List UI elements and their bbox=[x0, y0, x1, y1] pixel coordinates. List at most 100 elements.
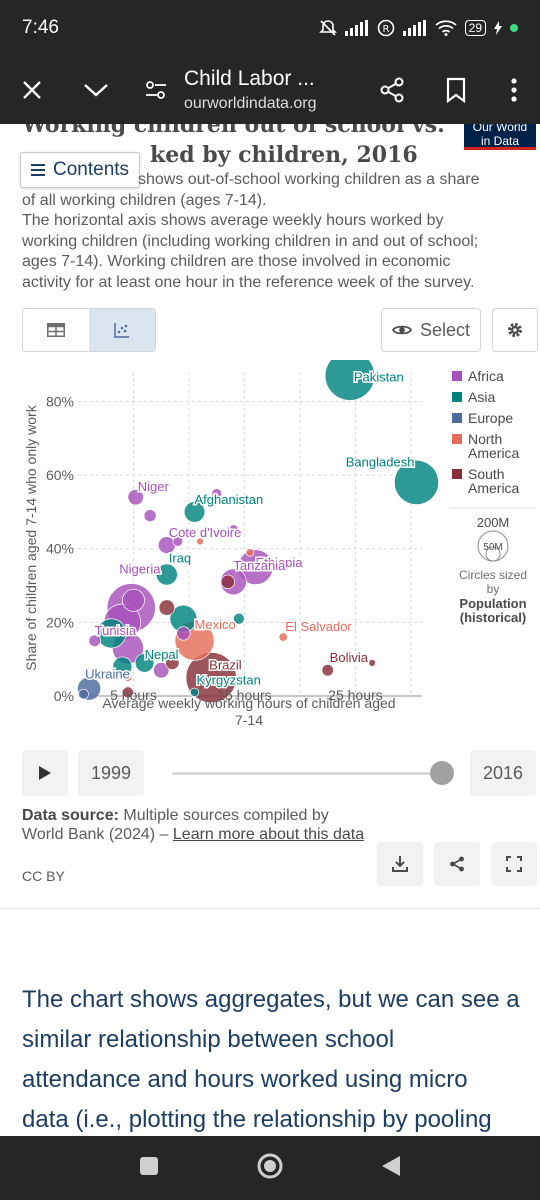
data-point bbox=[393, 459, 439, 505]
point-label: Bolivia bbox=[330, 650, 369, 665]
timeline-handle[interactable] bbox=[430, 761, 454, 785]
legend-label-line2: America bbox=[468, 445, 520, 461]
share-chart-button[interactable] bbox=[434, 842, 480, 886]
data-point bbox=[183, 501, 206, 523]
timeline-track[interactable] bbox=[172, 772, 442, 775]
close-tab-button[interactable] bbox=[0, 56, 64, 124]
eye-icon bbox=[391, 325, 412, 335]
data-point bbox=[134, 653, 155, 673]
size-legend-variable-2: (historical) bbox=[460, 610, 526, 625]
y-tick-label: 40% bbox=[46, 541, 74, 557]
legend-swatch bbox=[452, 469, 462, 479]
timeline-end-year[interactable]: 2016 bbox=[470, 750, 536, 796]
select-entities-button[interactable]: Select bbox=[381, 308, 481, 352]
overflow-menu-button[interactable] bbox=[488, 56, 540, 124]
timeline-start-year[interactable]: 1999 bbox=[78, 750, 144, 796]
point-label: Ukraine bbox=[85, 667, 130, 682]
minimize-button[interactable] bbox=[64, 56, 128, 124]
home-button[interactable] bbox=[256, 1152, 284, 1185]
svg-text:R: R bbox=[382, 24, 389, 35]
chart-settings-button[interactable] bbox=[492, 308, 538, 352]
legend-label: Europe bbox=[468, 410, 513, 426]
legend-label: South bbox=[468, 466, 505, 482]
size-legend-circle-small bbox=[485, 546, 501, 562]
data-point bbox=[127, 489, 144, 506]
data-point bbox=[78, 688, 89, 700]
data-point bbox=[368, 659, 376, 667]
data-point bbox=[189, 687, 200, 697]
point-label: Brazil bbox=[209, 658, 242, 673]
data-point bbox=[324, 360, 375, 401]
table-view-button[interactable] bbox=[23, 309, 89, 351]
data-point bbox=[278, 632, 288, 642]
data-point bbox=[220, 574, 235, 589]
table-icon bbox=[47, 323, 65, 337]
x-tick-label: 15 hours bbox=[217, 687, 271, 703]
share-icon bbox=[450, 856, 464, 872]
browser-toolbar: Child Labor ... ourworldindata.org bbox=[0, 56, 540, 124]
data-point bbox=[211, 488, 223, 499]
logo-line2: in Data bbox=[480, 134, 520, 148]
learn-more-link[interactable]: Learn more about this data bbox=[172, 826, 365, 843]
more-vert-icon bbox=[511, 78, 517, 102]
point-label: Kyrgyzstan bbox=[197, 672, 261, 687]
x-tick-label: 25 hours bbox=[328, 687, 382, 703]
data-point bbox=[237, 549, 274, 585]
subtitle-line3: The horizontal axis shows average weekly… bbox=[22, 212, 444, 229]
chart-view-button[interactable] bbox=[89, 309, 155, 351]
recents-button[interactable] bbox=[139, 1156, 159, 1181]
point-label: Nigeria bbox=[119, 562, 161, 577]
status-bar: 7:46 R 29 bbox=[0, 0, 540, 56]
bookmark-button[interactable] bbox=[424, 56, 488, 124]
play-icon bbox=[39, 766, 51, 780]
point-label: Tunisia bbox=[95, 623, 137, 638]
home-icon bbox=[257, 1153, 283, 1178]
license[interactable]: CC BY bbox=[22, 868, 65, 884]
page-domain: ourworldindata.org bbox=[184, 95, 317, 112]
legend-swatch bbox=[452, 392, 462, 402]
chart-title-line2: ked by children, 2016 bbox=[150, 142, 418, 168]
fullscreen-button[interactable] bbox=[491, 842, 537, 886]
download-icon bbox=[392, 856, 408, 872]
contents-button[interactable]: Contents bbox=[20, 152, 140, 188]
share-button[interactable] bbox=[360, 56, 424, 124]
play-button[interactable] bbox=[22, 750, 68, 796]
y-tick-label: 80% bbox=[46, 393, 74, 409]
download-button[interactable] bbox=[377, 842, 423, 886]
legend-label: Africa bbox=[468, 368, 504, 384]
mute-icon bbox=[318, 20, 337, 36]
subtitle-line6: activity for at least one hour in the re… bbox=[22, 273, 475, 291]
data-point bbox=[123, 673, 133, 682]
data-point bbox=[196, 537, 204, 546]
legend-label: Asia bbox=[468, 389, 495, 405]
legend-label: North bbox=[468, 431, 502, 447]
recents-icon bbox=[139, 1156, 158, 1175]
y-tick-label: 20% bbox=[46, 614, 74, 630]
data-source: Data source: Multiple sources compiled b… bbox=[22, 806, 372, 844]
data-point bbox=[233, 612, 245, 625]
status-icons: R 29 bbox=[318, 19, 518, 37]
data-point bbox=[176, 626, 191, 641]
data-point bbox=[321, 664, 334, 677]
site-settings-button[interactable] bbox=[128, 56, 184, 124]
scatter-chart-icon bbox=[114, 323, 129, 338]
bookmark-icon bbox=[446, 77, 466, 103]
page-content: Working children out of school vs. ked b… bbox=[0, 124, 540, 1136]
article-line1: The chart shows aggregates, but we can s… bbox=[22, 986, 520, 1013]
point-label: Bangladesh bbox=[346, 454, 415, 469]
owid-logo[interactable]: Our World in Data bbox=[464, 124, 536, 150]
subtitle-line4: working children (including working chil… bbox=[22, 232, 479, 250]
data-point bbox=[172, 536, 184, 547]
legend-swatch bbox=[452, 413, 462, 423]
back-button[interactable] bbox=[381, 1155, 401, 1182]
close-icon bbox=[23, 81, 41, 99]
size-legend-variable: Population bbox=[459, 596, 526, 611]
size-legend-small: 50M bbox=[483, 542, 502, 553]
page-title-area[interactable]: Child Labor ... ourworldindata.org bbox=[184, 67, 360, 113]
chart-title-line1: Working children out of school vs. bbox=[22, 124, 445, 138]
roaming-icon: R bbox=[377, 19, 394, 37]
timeline: 1999 2016 bbox=[22, 750, 538, 796]
size-legend-caption-2: by bbox=[487, 582, 500, 596]
chart-subtitle: shows out-of-school working children as … bbox=[22, 170, 522, 293]
point-label: Tanzania bbox=[233, 558, 286, 573]
